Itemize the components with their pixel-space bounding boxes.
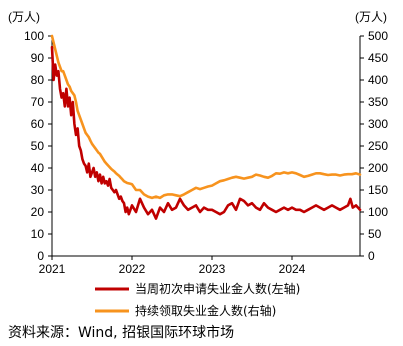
series-line-initial-claims: [50, 45, 362, 220]
right-tick-label: 250: [368, 139, 388, 153]
right-tick-label: 500: [368, 29, 388, 43]
legend-label: 当周初次申请失业金人数(左轴): [135, 281, 300, 296]
left-tick-label: 70: [31, 95, 45, 109]
x-tick-label: 2021: [39, 262, 66, 276]
right-tick-label: 350: [368, 95, 388, 109]
left-tick-label: 0: [37, 249, 44, 263]
left-tick-label: 20: [31, 205, 45, 219]
left-tick-label: 10: [31, 227, 45, 241]
series-line-continuing-claims: [50, 34, 362, 200]
legend-label: 持续领取失业金人数(右轴): [135, 303, 276, 318]
x-tick-label: 2024: [279, 262, 306, 276]
left-tick-label: 90: [31, 51, 45, 65]
source-note: 资料来源：Wind, 招银国际环球市场: [8, 325, 235, 341]
left-tick-label: 50: [31, 139, 45, 153]
left-tick-label: 40: [31, 161, 45, 175]
left-tick-label: 60: [31, 117, 45, 131]
legend: 当周初次申请失业金人数(左轴) 持续领取失业金人数(右轴): [95, 281, 300, 318]
right-tick-label: 100: [368, 205, 388, 219]
right-tick-label: 400: [368, 73, 388, 87]
right-tick-label: 300: [368, 117, 388, 131]
right-tick-label: 150: [368, 183, 388, 197]
right-tick-label: 0: [368, 249, 375, 263]
left-tick-label: 30: [31, 183, 45, 197]
right-tick-label: 450: [368, 51, 388, 65]
left-tick-label: 100: [24, 29, 44, 43]
right-tick-label: 50: [368, 227, 382, 241]
right-axis-unit: (万人): [355, 10, 387, 24]
right-tick-label: 200: [368, 161, 388, 175]
x-tick-label: 2022: [119, 262, 146, 276]
x-tick-label: 2023: [199, 262, 226, 276]
series-layer: [50, 34, 362, 220]
left-axis-unit: (万人): [8, 10, 40, 24]
axes: (万人) (万人) 0 10 20 30 40 50 60 70 80 90 100 0 50 100 150 2…: [8, 10, 388, 276]
left-tick-label: 80: [31, 73, 45, 87]
